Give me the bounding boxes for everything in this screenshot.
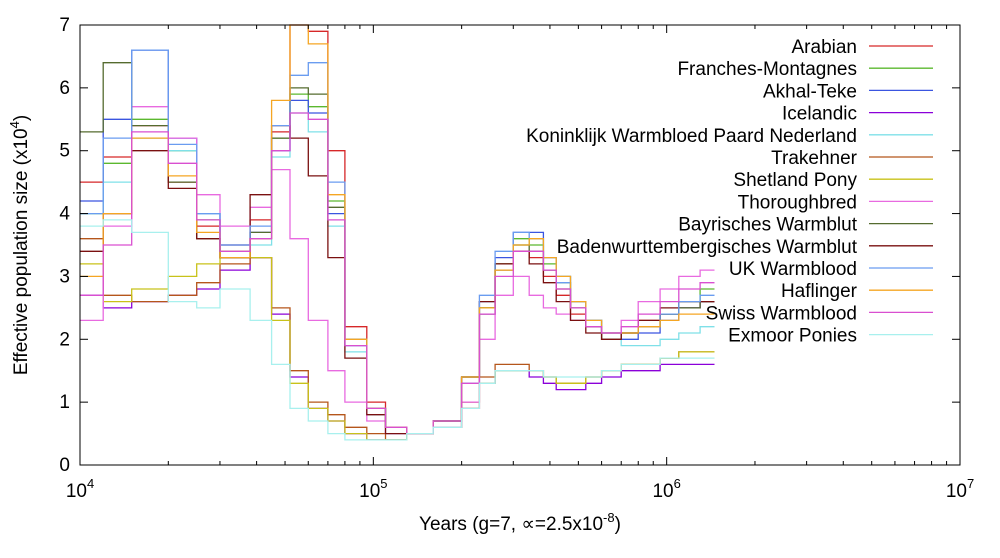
series-layer [80, 24, 715, 441]
legend-label: Haflinger [781, 281, 858, 302]
legend-label: Icelandic [782, 104, 857, 125]
series-line-8 [80, 106, 715, 435]
axis-layer: 0 1 2 3 4 5 6 7 104 105 106 107 [59, 15, 974, 502]
legend-label: Arabian [792, 37, 858, 58]
legend-label: Franches-Montagnes [677, 59, 857, 80]
y-tick-label: 0 [59, 455, 70, 476]
legend-label: Trakehner [771, 148, 858, 169]
legend-label: UK Warmblood [729, 259, 857, 280]
legend-label: Koninklijk Warmbloed Paard Nederland [526, 126, 857, 147]
y-tick-label: 5 [59, 141, 70, 162]
y-tick-label: 4 [59, 204, 70, 225]
y-tick-label: 3 [59, 266, 70, 287]
legend-label: Akhal-Teke [763, 81, 857, 102]
series-line-13 [80, 112, 715, 435]
series-line-1 [80, 24, 715, 435]
legend-label: Badenwurttembergisches Warmblut [557, 237, 858, 258]
legend-label: Thoroughbred [738, 192, 857, 213]
legend-label: Swiss Warmblood [706, 303, 857, 324]
series-line-14 [80, 219, 715, 441]
legend-label: Shetland Pony [733, 170, 857, 191]
legend: ArabianFranches-MontagnesAkhal-TekeIcela… [526, 37, 933, 347]
y-axis-title: Effective population size (x104) [7, 115, 32, 375]
series-line-7 [80, 250, 715, 441]
plot-frame [79, 24, 961, 466]
series-line-4 [80, 256, 715, 441]
y-tick-label: 6 [59, 78, 70, 99]
y-tick-label: 2 [59, 329, 70, 350]
y-tick-label: 7 [59, 15, 70, 36]
x-tick-label: 104 [66, 476, 94, 502]
x-axis-title: Years (g=7, ∝=2.5x10-8) [419, 510, 621, 535]
legend-label: Bayrisches Warmblut [678, 215, 858, 236]
x-tick-label: 107 [946, 476, 974, 502]
series-line-12 [80, 24, 715, 435]
legend-label: Exmoor Ponies [728, 326, 857, 347]
y-tick-label: 1 [59, 392, 70, 413]
x-tick-label: 105 [359, 476, 387, 502]
x-tick-label: 106 [652, 476, 680, 502]
series-line-10 [80, 124, 715, 435]
series-line-5 [80, 112, 715, 435]
